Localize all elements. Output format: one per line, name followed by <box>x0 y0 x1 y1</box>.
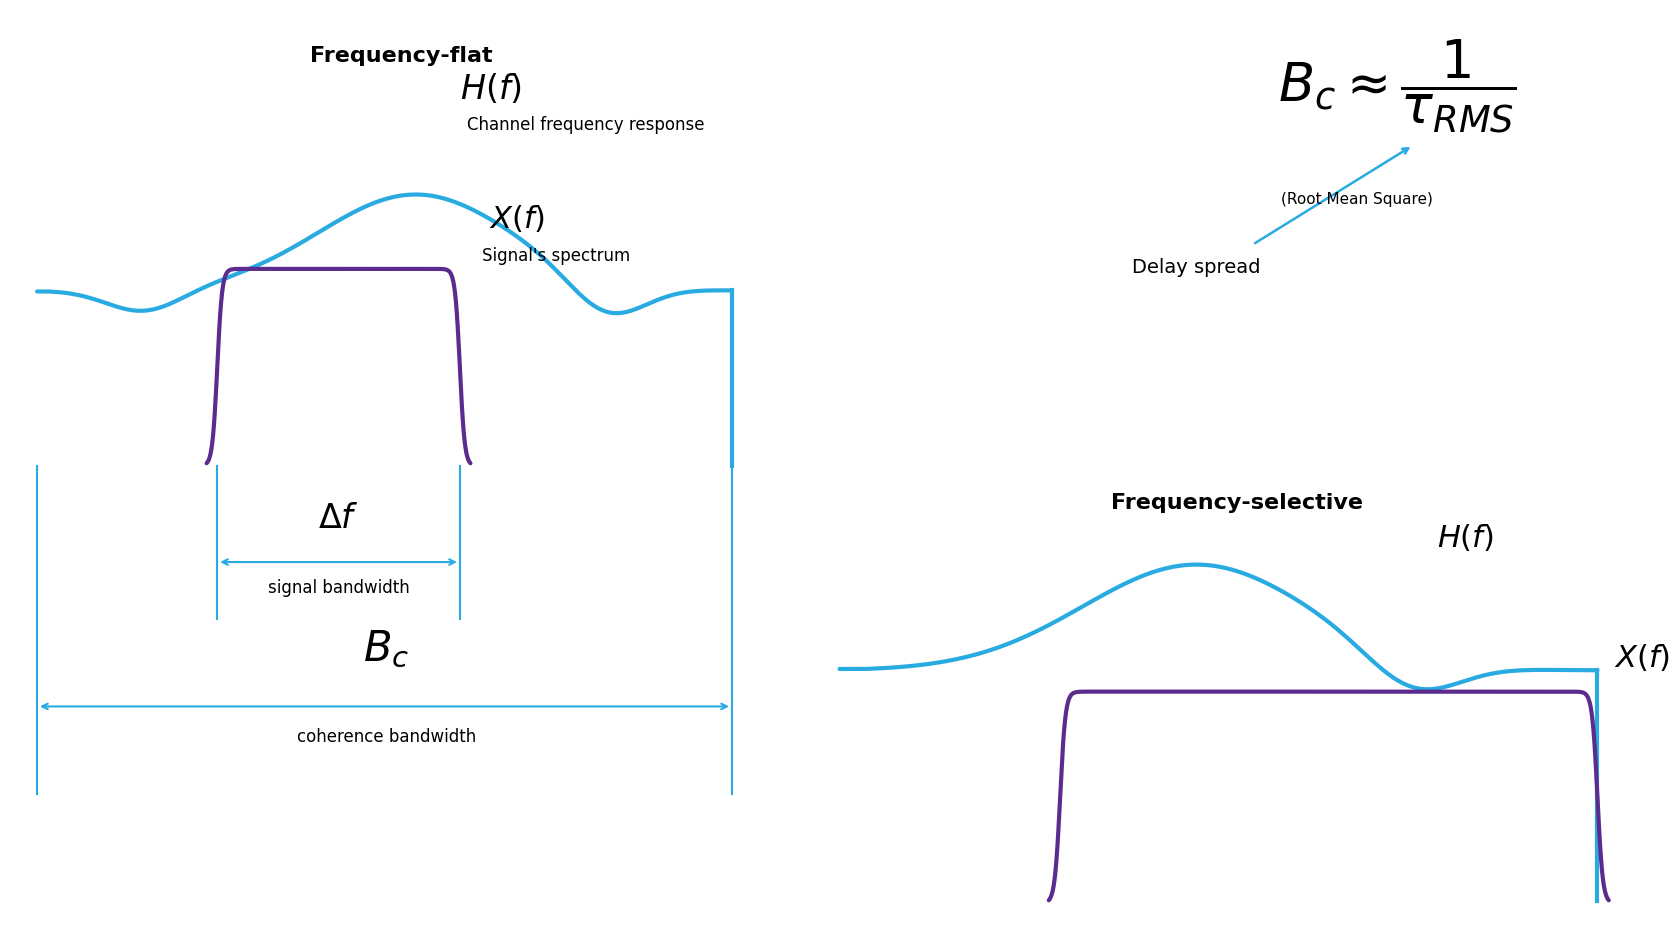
Text: Signal's spectrum: Signal's spectrum <box>481 247 630 265</box>
Text: $\Delta f$: $\Delta f$ <box>317 502 359 534</box>
Text: (Root Mean Square): (Root Mean Square) <box>1282 192 1432 207</box>
Text: coherence bandwidth: coherence bandwidth <box>297 728 476 746</box>
Text: $H(f)$: $H(f)$ <box>460 72 521 106</box>
Text: $B_c$: $B_c$ <box>363 629 409 671</box>
Text: Delay spread: Delay spread <box>1133 258 1260 277</box>
Text: Frequency-flat: Frequency-flat <box>309 46 493 66</box>
Text: signal bandwidth: signal bandwidth <box>267 580 409 598</box>
Text: Channel frequency response: Channel frequency response <box>468 116 705 134</box>
Text: $X(f)$: $X(f)$ <box>490 203 545 234</box>
Text: $B_c \approx \dfrac{1}{\tau_{RMS}}$: $B_c \approx \dfrac{1}{\tau_{RMS}}$ <box>1278 38 1516 136</box>
Text: $H(f)$: $H(f)$ <box>1437 522 1494 553</box>
Text: Frequency-selective: Frequency-selective <box>1111 493 1362 513</box>
Text: $X(f)$: $X(f)$ <box>1614 643 1669 673</box>
